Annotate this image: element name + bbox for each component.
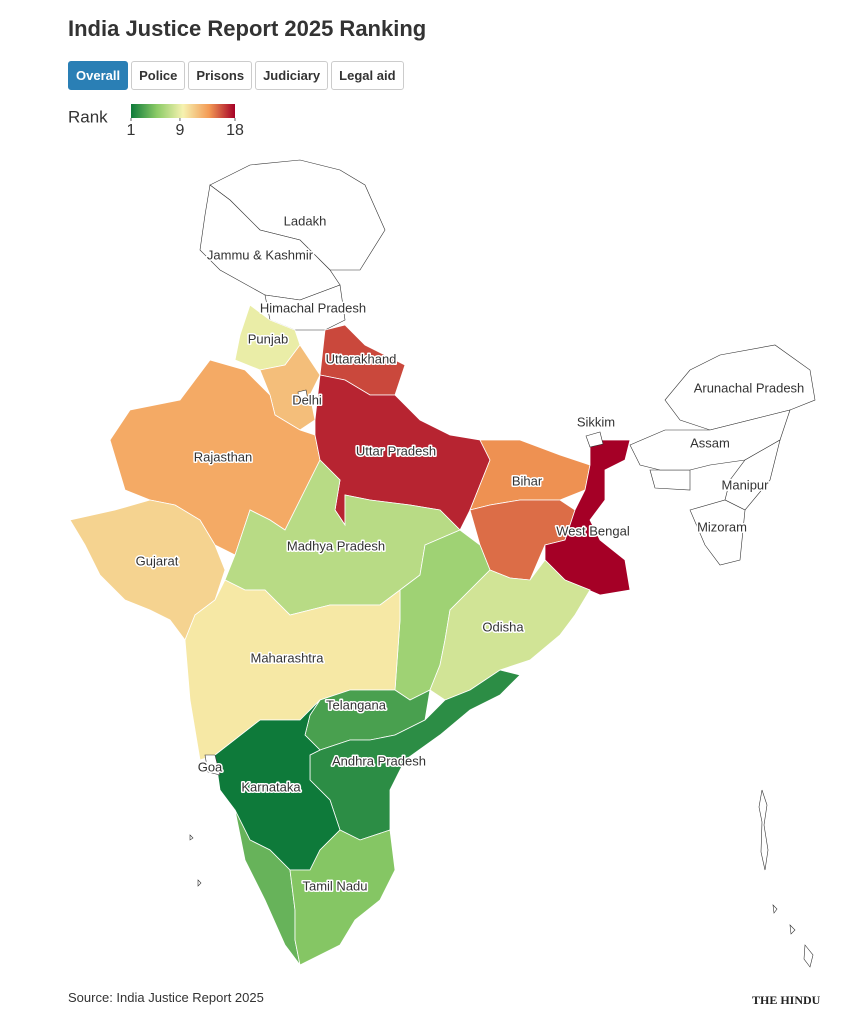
legend-bar [131, 104, 235, 118]
state-label: Uttar Pradesh [356, 443, 436, 458]
legend-title: Rank [68, 107, 108, 126]
state-label: Sikkim [577, 414, 615, 429]
state-label: Karnataka [241, 779, 301, 794]
state-label: Tamil Nadu [302, 878, 367, 893]
state-label: Himachal Pradesh [260, 300, 366, 315]
state-label: Jammu & Kashmir [207, 247, 314, 262]
legend-tick-label: 9 [175, 122, 184, 139]
state [689, 499, 746, 566]
state-label: Uttarakhand [326, 351, 397, 366]
islands [189, 789, 814, 968]
state [544, 439, 631, 596]
state [289, 829, 396, 966]
state-labels: Ladakh Jammu & Kashmir Himachal Pradesh Pun… [134, 212, 806, 895]
state-label: Delhi [292, 392, 322, 407]
state-label: Gujarat [136, 553, 179, 568]
state-label: Rajasthan [194, 449, 253, 464]
tab[interactable]: Police [131, 61, 186, 90]
source: Source: India Justice Report 2025 [68, 990, 264, 1005]
legend-tick-label: 1 [127, 122, 136, 139]
state-label: Ladakh [284, 213, 327, 228]
state-label: Telangana [326, 697, 387, 712]
state-label: Assam [690, 435, 730, 450]
state-label: Goa [198, 759, 223, 774]
states [69, 159, 816, 966]
tab[interactable]: Overall [68, 61, 129, 90]
tab-bar: Overall Police Prisons Judiciary Legal a… [68, 61, 404, 90]
state-label: Manipur [722, 477, 770, 492]
tab[interactable]: Prisons [188, 61, 253, 90]
state [585, 431, 604, 448]
state [204, 754, 221, 776]
state-label: Madhya Pradesh [287, 538, 385, 553]
state-label: West Bengal [556, 523, 630, 538]
tab[interactable]: Legal aid [331, 61, 404, 90]
logo: THE HINDU [752, 993, 821, 1007]
state [429, 559, 591, 701]
state-label: Maharashtra [251, 650, 325, 665]
state [297, 389, 309, 402]
state-label: Bihar [512, 473, 543, 488]
state-label: Arunachal Pradesh [694, 380, 805, 395]
state-label: Andhra Pradesh [332, 753, 426, 768]
region [649, 469, 691, 491]
tab[interactable]: Judiciary [255, 61, 329, 90]
state-label: Mizoram [697, 519, 747, 534]
legend-tick-label: 18 [226, 122, 244, 139]
state-label: Odisha [482, 619, 524, 634]
state-label: Punjab [248, 331, 288, 346]
title: India Justice Report 2025 Ranking [68, 16, 427, 41]
